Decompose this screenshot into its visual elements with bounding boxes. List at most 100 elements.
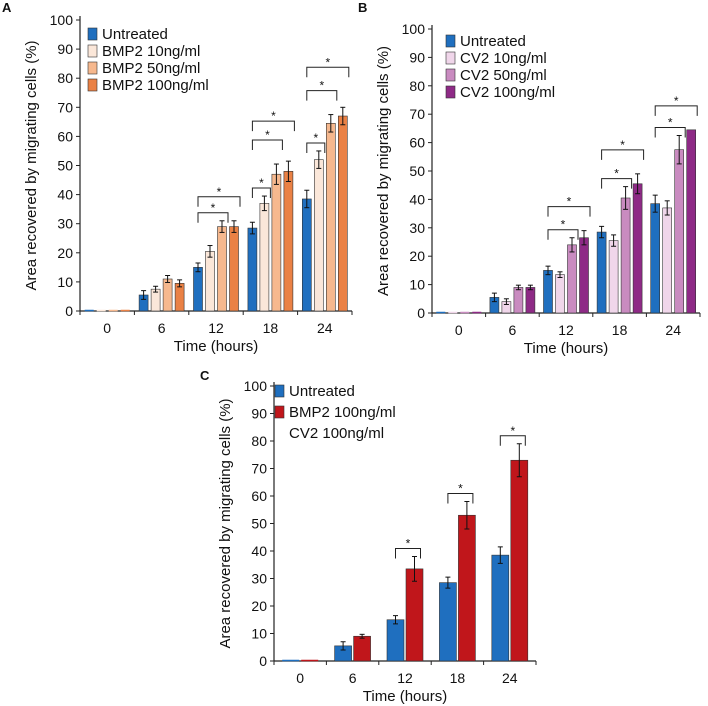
y-tick-label: 60 bbox=[57, 128, 73, 144]
bar bbox=[205, 251, 215, 312]
y-tick-label: 70 bbox=[409, 106, 425, 122]
y-axis-title: Area recovered by migrating cells (%) bbox=[23, 40, 40, 290]
y-tick-label: 90 bbox=[409, 49, 425, 65]
x-tick-label: 24 bbox=[665, 322, 681, 338]
bar bbox=[162, 278, 173, 312]
x-tick-label: 0 bbox=[296, 670, 304, 686]
significance-star: * bbox=[458, 482, 463, 496]
bar bbox=[674, 149, 685, 314]
panel-a-chart: 0 10 20 30 40 50 60 70 80 90 100 0 6 12 18 24 Time (hour… bbox=[23, 12, 353, 355]
bar bbox=[567, 244, 577, 314]
legend-label: BMP2 10ng/ml bbox=[102, 43, 200, 60]
y-tick-label: 100 bbox=[402, 21, 426, 37]
legend-swatch bbox=[87, 61, 98, 75]
bar bbox=[229, 226, 239, 312]
significance-bracket bbox=[251, 139, 283, 151]
x-tick-label: 12 bbox=[208, 320, 224, 336]
legend-swatch bbox=[445, 51, 456, 65]
legend-label: Untreated bbox=[289, 383, 355, 400]
bar bbox=[313, 159, 324, 312]
bar bbox=[325, 123, 336, 312]
significance-bracket bbox=[601, 178, 633, 189]
y-tick-label: 80 bbox=[409, 78, 425, 94]
y-axis-title: Area recovered by migrating cells (%) bbox=[375, 46, 392, 296]
significance-bracket bbox=[306, 90, 338, 101]
y-tick-label: 50 bbox=[251, 516, 267, 532]
panel-b-chart: 0 10 20 30 40 50 60 70 80 90 100 0 6 12 18 24 Time (hour… bbox=[375, 21, 701, 357]
panel-letter-c: C bbox=[200, 368, 210, 383]
bar bbox=[458, 514, 476, 662]
y-tick-label: 40 bbox=[251, 543, 267, 559]
significance-star: * bbox=[259, 176, 264, 190]
bar bbox=[247, 227, 258, 312]
legend-label: BMP2 100ng/ml bbox=[289, 404, 396, 421]
y-tick-label: 0 bbox=[417, 305, 425, 321]
legend-swatch bbox=[87, 27, 98, 41]
y-tick-label: 40 bbox=[57, 187, 73, 203]
bar bbox=[608, 240, 619, 314]
panel-c-chart: 0 10 20 30 40 50 60 70 80 90 100 0 6 12 18 24 Time (hour… bbox=[217, 378, 537, 705]
y-tick-label: 60 bbox=[251, 488, 267, 504]
significance-star: * bbox=[620, 138, 625, 152]
x-tick-label: 18 bbox=[450, 670, 466, 686]
x-axis-title: Time (hours) bbox=[524, 340, 608, 357]
bar bbox=[686, 129, 697, 314]
y-tick-label: 20 bbox=[57, 245, 73, 261]
legend-swatch bbox=[87, 44, 98, 58]
significance-bracket bbox=[197, 212, 229, 223]
legend-label: CV2 10ng/ml bbox=[460, 50, 547, 67]
y-tick-label: 90 bbox=[251, 406, 267, 422]
y-tick-label: 30 bbox=[409, 220, 425, 236]
significance-star: * bbox=[325, 55, 330, 69]
significance-star: * bbox=[668, 116, 673, 130]
y-tick-label: 0 bbox=[259, 653, 267, 669]
y-tick-label: 60 bbox=[409, 135, 425, 151]
bar bbox=[405, 568, 424, 662]
legend-label: BMP2 100ng/ml bbox=[102, 77, 209, 94]
bar bbox=[510, 459, 529, 662]
x-tick-label: 0 bbox=[103, 320, 111, 336]
x-tick-label: 6 bbox=[349, 670, 357, 686]
bar bbox=[525, 287, 536, 314]
x-tick-label: 12 bbox=[558, 322, 574, 338]
y-tick-label: 100 bbox=[50, 12, 74, 28]
significance-star: * bbox=[319, 79, 324, 93]
bar bbox=[650, 203, 661, 314]
legend-swatch bbox=[445, 85, 456, 99]
y-tick-label: 90 bbox=[57, 41, 73, 57]
bar bbox=[632, 183, 643, 314]
bar bbox=[579, 237, 589, 314]
x-tick-label: 24 bbox=[502, 670, 518, 686]
bar bbox=[259, 203, 270, 312]
significance-star: * bbox=[510, 424, 515, 438]
significance-bracket bbox=[395, 548, 421, 559]
significance-bracket bbox=[654, 105, 698, 116]
legend-swatch bbox=[274, 405, 285, 419]
y-tick-label: 10 bbox=[251, 626, 267, 642]
bar bbox=[620, 197, 631, 314]
significance-bracket bbox=[547, 229, 579, 240]
y-tick-label: 70 bbox=[57, 99, 73, 115]
significance-star: * bbox=[674, 94, 679, 108]
x-tick-label: 12 bbox=[397, 670, 413, 686]
y-tick-label: 30 bbox=[57, 216, 73, 232]
significance-bracket bbox=[306, 66, 350, 78]
legend-label: CV2 100ng/ml bbox=[289, 425, 384, 442]
significance-bracket bbox=[197, 196, 241, 207]
x-tick-label: 18 bbox=[612, 322, 628, 338]
bar bbox=[491, 554, 510, 662]
x-axis-title: Time (hours) bbox=[174, 338, 258, 355]
y-tick-label: 20 bbox=[409, 248, 425, 264]
y-tick-label: 80 bbox=[251, 433, 267, 449]
bar bbox=[386, 619, 405, 662]
legend-label: CV2 50ng/ml bbox=[460, 67, 547, 84]
y-axis-title: Area recovered by migrating cells (%) bbox=[217, 398, 234, 648]
legend-label: BMP2 50ng/ml bbox=[102, 60, 200, 77]
x-tick-label: 24 bbox=[317, 320, 333, 336]
bar bbox=[513, 287, 524, 314]
y-tick-label: 20 bbox=[251, 598, 267, 614]
y-tick-label: 10 bbox=[57, 274, 73, 290]
legend-label: CV2 100ng/ml bbox=[460, 84, 555, 101]
bar bbox=[596, 231, 607, 314]
significance-bracket bbox=[306, 142, 326, 153]
